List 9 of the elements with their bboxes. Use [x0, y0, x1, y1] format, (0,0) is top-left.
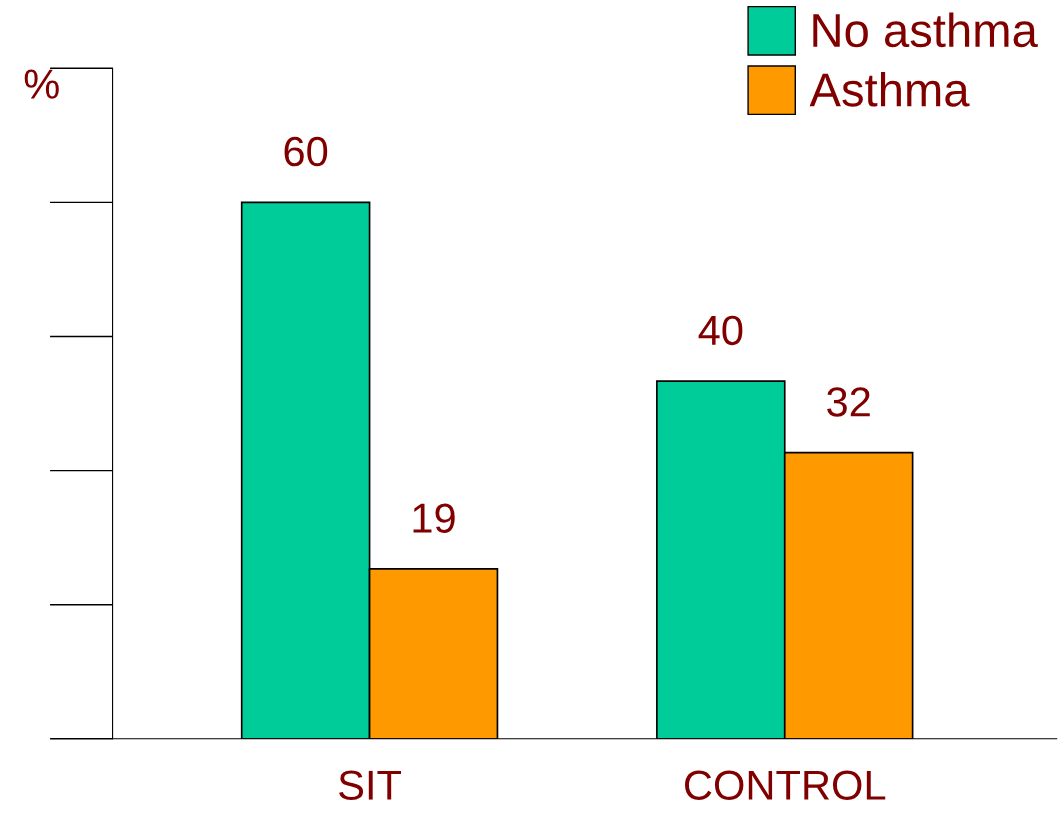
data-label: 60	[284, 136, 328, 167]
legend-label: Asthma	[809, 71, 970, 107]
data-label: 40	[698, 315, 743, 346]
legend-label: No asthma	[813, 12, 1038, 48]
x-tick-label: CONTROL	[685, 770, 886, 800]
data-label: 19	[413, 503, 455, 533]
y-axis-title: %	[24, 69, 59, 99]
data-label: 32	[827, 387, 870, 417]
x-tick-label: SIT	[339, 770, 402, 800]
